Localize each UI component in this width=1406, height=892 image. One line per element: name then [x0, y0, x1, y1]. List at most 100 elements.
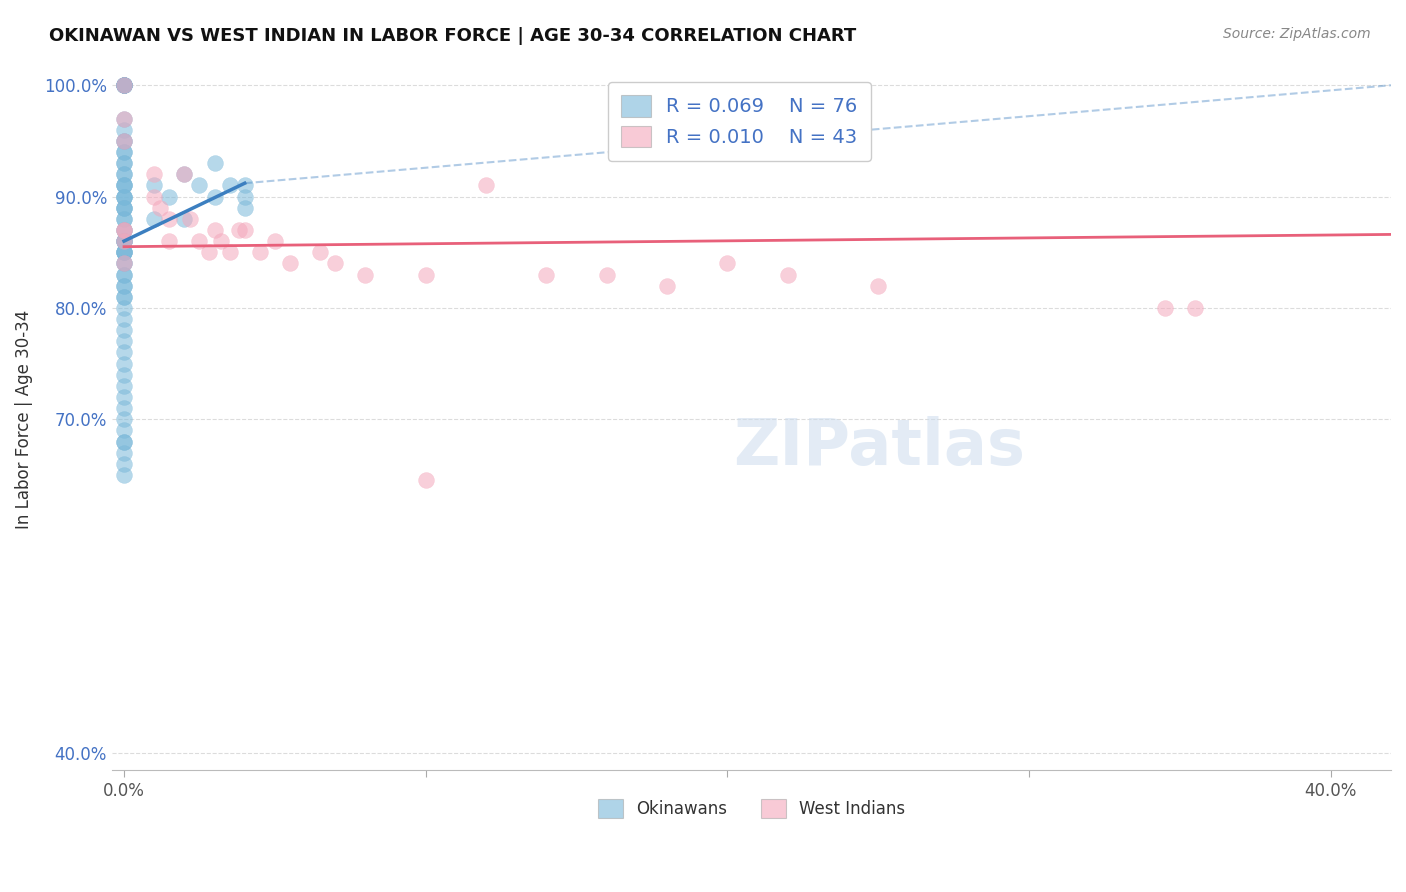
Point — [197, 245, 219, 260]
Point — [143, 211, 166, 226]
Point — [112, 401, 135, 416]
Point — [415, 268, 437, 282]
Point — [112, 245, 135, 260]
Point — [536, 268, 558, 282]
Point — [143, 178, 166, 193]
Point — [233, 189, 256, 203]
Point — [112, 234, 135, 248]
Point — [112, 323, 135, 337]
Point — [143, 189, 166, 203]
Point — [112, 122, 135, 136]
Point — [112, 167, 135, 181]
Point — [596, 268, 619, 282]
Point — [112, 234, 135, 248]
Point — [112, 245, 135, 260]
Point — [112, 223, 135, 237]
Point — [112, 112, 135, 126]
Point — [143, 167, 166, 181]
Point — [112, 312, 135, 326]
Point — [112, 134, 135, 148]
Point — [112, 368, 135, 382]
Point — [112, 268, 135, 282]
Point — [112, 145, 135, 159]
Point — [204, 189, 226, 203]
Point — [249, 245, 271, 260]
Point — [112, 379, 135, 393]
Point — [173, 167, 195, 181]
Point — [157, 211, 180, 226]
Point — [112, 256, 135, 270]
Point — [149, 201, 172, 215]
Point — [112, 211, 135, 226]
Point — [112, 290, 135, 304]
Point — [112, 78, 135, 93]
Point — [112, 78, 135, 93]
Point — [204, 156, 226, 170]
Point — [112, 290, 135, 304]
Point — [112, 434, 135, 449]
Point — [112, 357, 135, 371]
Point — [1153, 301, 1175, 315]
Point — [112, 211, 135, 226]
Point — [112, 390, 135, 404]
Point — [112, 268, 135, 282]
Point — [112, 78, 135, 93]
Point — [776, 268, 799, 282]
Point — [112, 434, 135, 449]
Point — [655, 278, 678, 293]
Text: Source: ZipAtlas.com: Source: ZipAtlas.com — [1223, 27, 1371, 41]
Point — [112, 178, 135, 193]
Point — [112, 445, 135, 459]
Point — [112, 189, 135, 203]
Point — [112, 189, 135, 203]
Point — [112, 134, 135, 148]
Point — [354, 268, 377, 282]
Point — [112, 167, 135, 181]
Point — [112, 134, 135, 148]
Text: ZIPatlas: ZIPatlas — [734, 417, 1025, 478]
Y-axis label: In Labor Force | Age 30-34: In Labor Force | Age 30-34 — [15, 310, 32, 529]
Point — [112, 189, 135, 203]
Point — [112, 78, 135, 93]
Point — [112, 223, 135, 237]
Point — [112, 278, 135, 293]
Point — [112, 256, 135, 270]
Point — [157, 234, 180, 248]
Point — [716, 256, 738, 270]
Point — [112, 201, 135, 215]
Point — [112, 223, 135, 237]
Point — [112, 334, 135, 349]
Point — [188, 178, 211, 193]
Point — [112, 345, 135, 359]
Point — [475, 178, 498, 193]
Point — [112, 234, 135, 248]
Point — [112, 234, 135, 248]
Legend: Okinawans, West Indians: Okinawans, West Indians — [592, 793, 911, 825]
Point — [112, 178, 135, 193]
Point — [112, 201, 135, 215]
Point — [218, 245, 240, 260]
Point — [278, 256, 301, 270]
Point — [112, 467, 135, 482]
Point — [218, 178, 240, 193]
Point — [233, 201, 256, 215]
Point — [112, 112, 135, 126]
Point — [112, 145, 135, 159]
Point — [112, 78, 135, 93]
Point — [112, 424, 135, 438]
Point — [112, 301, 135, 315]
Point — [173, 211, 195, 226]
Point — [233, 223, 256, 237]
Point — [112, 457, 135, 471]
Point — [112, 156, 135, 170]
Point — [112, 178, 135, 193]
Point — [204, 223, 226, 237]
Point — [112, 245, 135, 260]
Point — [112, 223, 135, 237]
Point — [112, 412, 135, 426]
Text: OKINAWAN VS WEST INDIAN IN LABOR FORCE | AGE 30-34 CORRELATION CHART: OKINAWAN VS WEST INDIAN IN LABOR FORCE |… — [49, 27, 856, 45]
Point — [1184, 301, 1206, 315]
Point — [179, 211, 201, 226]
Point — [209, 234, 232, 248]
Point — [112, 278, 135, 293]
